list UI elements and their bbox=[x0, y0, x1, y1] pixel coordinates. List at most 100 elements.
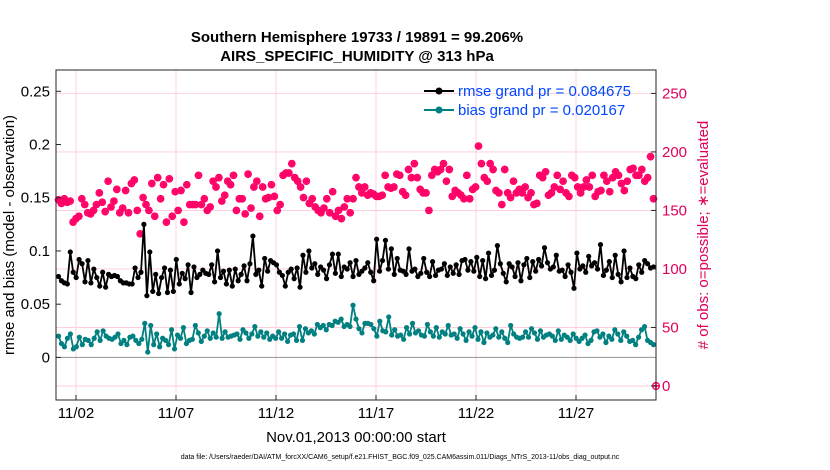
bias-point bbox=[641, 323, 648, 330]
evaluated-obs-marker bbox=[191, 200, 200, 209]
bias-point bbox=[94, 329, 100, 335]
evaluated-obs-marker bbox=[63, 198, 71, 206]
rmse-point bbox=[88, 280, 94, 286]
evaluated-obs-marker bbox=[378, 191, 386, 199]
rmse-point bbox=[365, 260, 371, 266]
x-tick-label: 11/02 bbox=[58, 405, 94, 422]
bias-point bbox=[311, 331, 317, 337]
evaluated-obs-marker bbox=[649, 195, 658, 203]
evaluated-obs-marker bbox=[454, 189, 462, 197]
rmse-point bbox=[571, 285, 577, 291]
rmse-point bbox=[362, 265, 368, 271]
rmse-point bbox=[591, 260, 598, 266]
evaluated-obs-marker bbox=[346, 209, 354, 217]
evaluated-obs-marker bbox=[261, 195, 270, 203]
bias-point bbox=[582, 332, 588, 338]
bias-point bbox=[481, 339, 487, 346]
evaluated-obs-marker bbox=[553, 171, 561, 179]
evaluated-obs-marker bbox=[168, 212, 176, 220]
evaluated-obs-marker bbox=[629, 164, 637, 172]
rmse-point bbox=[232, 266, 238, 272]
bias-point bbox=[293, 337, 300, 343]
rmse-point bbox=[512, 273, 518, 280]
y2-tick-label: 0 bbox=[662, 378, 670, 395]
y2-tick-label: 100 bbox=[662, 261, 687, 278]
bias-point bbox=[338, 316, 344, 322]
rmse-point bbox=[559, 267, 565, 273]
evaluated-obs-marker bbox=[539, 174, 547, 182]
bias-point bbox=[490, 332, 496, 338]
evaluated-obs-marker bbox=[54, 196, 63, 204]
bias-point bbox=[290, 331, 297, 337]
evaluated-obs-marker bbox=[197, 200, 206, 209]
bias-point bbox=[493, 326, 499, 332]
rmse-point bbox=[191, 264, 197, 270]
rmse-point bbox=[491, 267, 498, 273]
bias-point bbox=[615, 331, 621, 337]
rmse-point bbox=[79, 261, 85, 267]
bias-point bbox=[525, 334, 532, 340]
rmse-point bbox=[379, 257, 386, 264]
bias-point bbox=[142, 320, 148, 326]
evaluated-obs-marker bbox=[489, 165, 497, 174]
rmse-point bbox=[67, 249, 73, 255]
bias-point bbox=[401, 336, 407, 342]
evaluated-obs-marker bbox=[504, 189, 512, 197]
bias-point bbox=[469, 333, 475, 339]
evaluated-obs-marker bbox=[375, 192, 383, 200]
evaluated-obs-marker bbox=[340, 203, 348, 211]
rmse-point bbox=[427, 273, 433, 280]
rmse-point bbox=[444, 272, 450, 279]
evaluated-obs-marker bbox=[110, 197, 118, 205]
bias-point bbox=[406, 331, 413, 337]
evaluated-obs-marker bbox=[431, 165, 439, 174]
plot-frame bbox=[55, 69, 657, 401]
rmse-point bbox=[55, 273, 62, 280]
evaluated-obs-marker bbox=[326, 209, 334, 217]
bias-point bbox=[136, 340, 142, 347]
evaluated-obs-marker bbox=[483, 177, 491, 185]
rmse-point bbox=[497, 261, 503, 267]
evaluated-obs-marker bbox=[591, 192, 599, 200]
bias-point bbox=[249, 331, 255, 337]
bias-point bbox=[67, 331, 73, 337]
rmse-point bbox=[167, 267, 174, 273]
evaluated-obs-marker bbox=[396, 171, 404, 179]
rmse-point bbox=[223, 281, 229, 287]
rmse-point bbox=[241, 263, 247, 269]
bias-point bbox=[261, 334, 267, 340]
evaluated-obs-marker bbox=[119, 204, 127, 212]
evaluated-obs-marker bbox=[273, 206, 281, 215]
rmse-point bbox=[421, 255, 427, 262]
bias-point bbox=[165, 342, 172, 348]
evaluated-obs-marker bbox=[617, 179, 626, 188]
evaluated-obs-marker bbox=[585, 183, 593, 191]
evaluated-obs-marker bbox=[366, 189, 375, 197]
evaluated-obs-marker bbox=[474, 142, 483, 150]
bias-point bbox=[392, 327, 398, 333]
bias-point bbox=[353, 316, 359, 322]
evaluated-obs-marker bbox=[279, 171, 287, 179]
x-tick-label: 11/07 bbox=[158, 405, 194, 422]
grid bbox=[56, 70, 656, 400]
evaluated-obs-marker bbox=[495, 189, 503, 197]
evaluated-obs-marker bbox=[401, 191, 410, 199]
y-tick-label: 0.1 bbox=[29, 243, 50, 260]
evaluated-obs-marker bbox=[416, 185, 424, 193]
bias-point bbox=[457, 326, 463, 332]
rmse-point bbox=[303, 269, 309, 275]
bias-point bbox=[55, 333, 62, 339]
bias-point bbox=[299, 337, 306, 343]
rmse-point bbox=[474, 254, 480, 260]
x-axis-label: Nov.01,2013 00:00:00 start bbox=[266, 429, 447, 446]
bias-point bbox=[555, 328, 561, 334]
bias-point bbox=[421, 333, 428, 339]
rmse-point bbox=[394, 255, 400, 262]
bias-point bbox=[177, 335, 184, 341]
bias-point bbox=[216, 311, 222, 317]
bias-point bbox=[124, 342, 130, 348]
rmse-point bbox=[197, 271, 203, 277]
rmse-point bbox=[580, 263, 586, 269]
evaluated-obs-marker bbox=[515, 185, 523, 193]
rmse-point bbox=[82, 279, 88, 285]
